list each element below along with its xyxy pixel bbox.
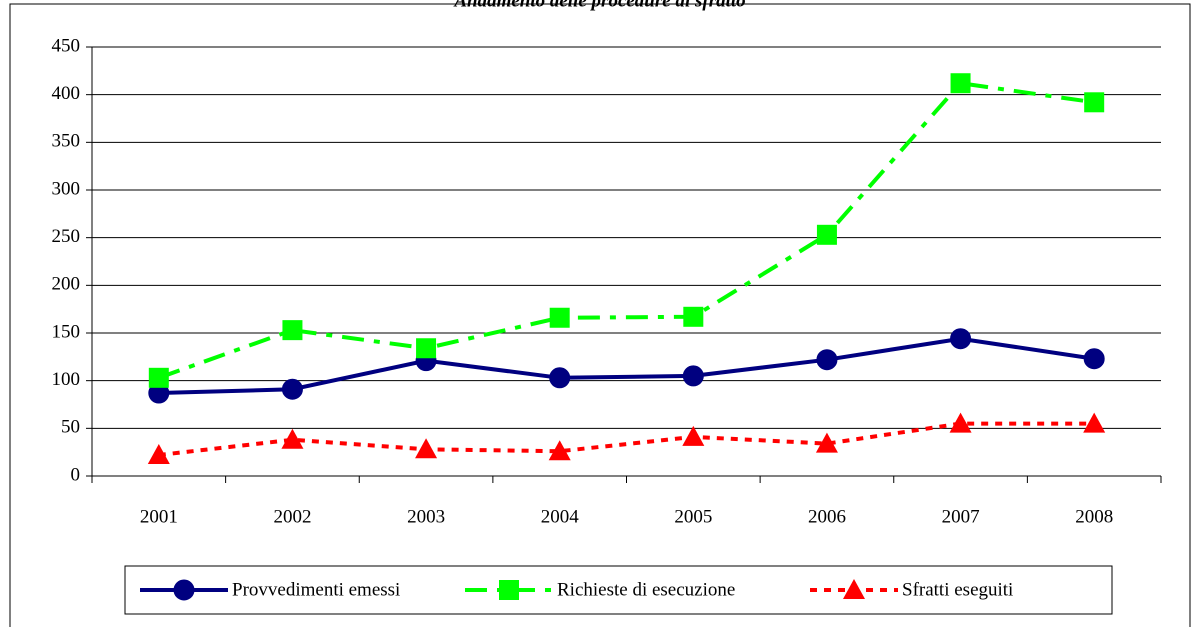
legend-label: Richieste di esecuzione — [557, 579, 735, 600]
data-point — [281, 428, 304, 449]
x-tick-label: 2001 — [140, 506, 178, 527]
y-tick-label: 250 — [52, 226, 81, 247]
series-line — [158, 421, 1095, 458]
legend-marker — [843, 579, 865, 599]
data-point — [147, 444, 170, 465]
data-point — [682, 425, 705, 446]
data-point — [549, 307, 570, 328]
x-tick-label: 2003 — [407, 506, 445, 527]
chart-title: Andamento delle procedure di sfratto — [453, 0, 745, 11]
data-point — [1083, 412, 1106, 433]
y-tick-label: 150 — [52, 321, 81, 342]
legend-marker — [173, 579, 195, 601]
y-tick-label: 350 — [52, 131, 81, 152]
legend-box — [124, 565, 1113, 615]
legend-label: Sfratti eseguiti — [902, 579, 1013, 600]
data-point — [949, 412, 972, 433]
x-tick-label: 2008 — [1075, 506, 1113, 527]
data-point — [1083, 348, 1105, 370]
chart-frame — [9, 3, 1191, 627]
data-point — [816, 224, 837, 245]
y-tick-label: 400 — [52, 83, 81, 104]
y-tick-label: 300 — [52, 178, 81, 199]
data-point — [282, 320, 303, 341]
x-tick-label: 2006 — [808, 506, 846, 527]
y-tick-label: 200 — [52, 274, 81, 295]
data-point — [415, 438, 438, 459]
data-point — [950, 73, 971, 94]
legend-marker — [499, 580, 519, 600]
y-tick-label: 100 — [52, 369, 81, 390]
data-point — [815, 432, 838, 453]
data-point — [1084, 92, 1105, 113]
data-point — [950, 328, 972, 350]
series-line — [158, 81, 1095, 380]
y-tick-label: 450 — [52, 35, 81, 56]
x-tick-label: 2005 — [674, 506, 712, 527]
data-point — [416, 338, 437, 359]
data-point — [281, 378, 303, 400]
x-tick-label: 2002 — [273, 506, 311, 527]
data-point — [549, 367, 571, 389]
data-point — [148, 367, 169, 388]
x-tick-label: 2004 — [541, 506, 580, 527]
y-tick-label: 50 — [61, 417, 80, 438]
legend-label: Provvedimenti emessi — [232, 579, 400, 600]
x-tick-label: 2007 — [942, 506, 980, 527]
series-line — [158, 336, 1095, 396]
data-point — [548, 440, 571, 461]
data-point — [683, 306, 704, 327]
data-point — [816, 349, 838, 371]
data-point — [682, 365, 704, 387]
y-tick-label: 0 — [71, 464, 81, 485]
